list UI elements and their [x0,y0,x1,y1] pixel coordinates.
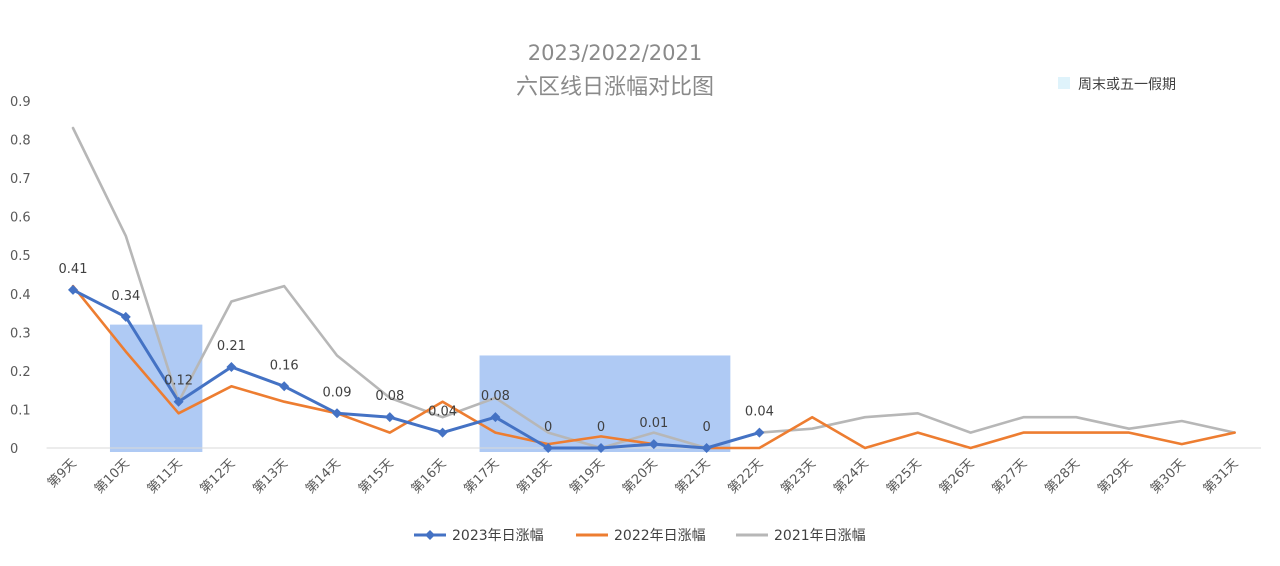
chart-title-line1: 2023/2022/2021 [528,41,702,65]
data-label: 0 [702,420,710,435]
y-tick-label: 0.5 [10,249,31,264]
data-label: 0.08 [481,389,510,404]
data-point-marker [384,412,395,423]
y-tick-label: 0.1 [10,403,31,418]
legend-marker [425,530,435,540]
data-label: 0.09 [323,385,352,400]
y-tick-label: 0.2 [10,365,31,380]
data-point-marker [332,408,342,419]
data-point-marker [120,311,131,322]
chart-title-line2: 六区线日涨幅对比图 [516,75,714,100]
data-point-marker [596,443,606,453]
data-point-marker [279,381,290,392]
data-point-marker [437,427,448,438]
y-tick-label: 0.4 [10,288,31,303]
series-legend: 2023年日涨幅 2022年日涨幅 2021年日涨幅 [414,528,866,544]
data-label: 0.12 [164,374,193,389]
data-label: 0.16 [270,358,299,373]
data-point-marker [754,427,765,438]
series-line-3 [71,126,1236,450]
highlight-legend-label: 周末或五一假期 [1078,77,1176,93]
data-point-marker [490,412,501,423]
data-label: 0.08 [375,389,404,404]
y-tick-label: 0 [10,442,18,457]
legend-label: 2023年日涨幅 [452,528,544,544]
data-point-marker [648,439,659,450]
data-point-marker [173,396,184,407]
data-point-marker [68,284,78,295]
y-tick-label: 0.9 [10,95,31,110]
data-point-marker [226,362,237,373]
y-tick-label: 0.8 [10,134,31,149]
y-axis: 0 0.1 0.2 0.3 0.4 0.5 0.6 0.7 0.8 0.9 [10,95,31,457]
data-labels: 0.41 0.34 0.12 0.21 0.16 0.09 0.08 0.04 0.08 0 0 0.… [59,262,774,435]
data-point-marker [543,443,554,453]
data-label: 0 [597,420,605,435]
y-tick-label: 0.3 [10,326,31,341]
data-label: 0.34 [111,289,140,304]
legend-label: 2022年日涨幅 [614,528,706,544]
data-label: 0.41 [59,262,88,277]
data-label: 0.04 [745,405,774,420]
data-label: 0 [544,420,552,435]
highlight-legend-swatch [1058,77,1070,89]
series-lines [68,126,1236,453]
data-label: 0.01 [639,416,668,431]
legend-label: 2021年日涨幅 [774,528,866,544]
y-tick-label: 0.6 [10,211,31,226]
data-label: 0.21 [217,339,246,354]
y-tick-label: 0.7 [10,172,31,187]
data-label: 0.04 [428,405,457,420]
data-point-marker [701,443,712,453]
highlight-legend: 周末或五一假期 [1058,77,1176,93]
series-line-1 [71,288,761,450]
